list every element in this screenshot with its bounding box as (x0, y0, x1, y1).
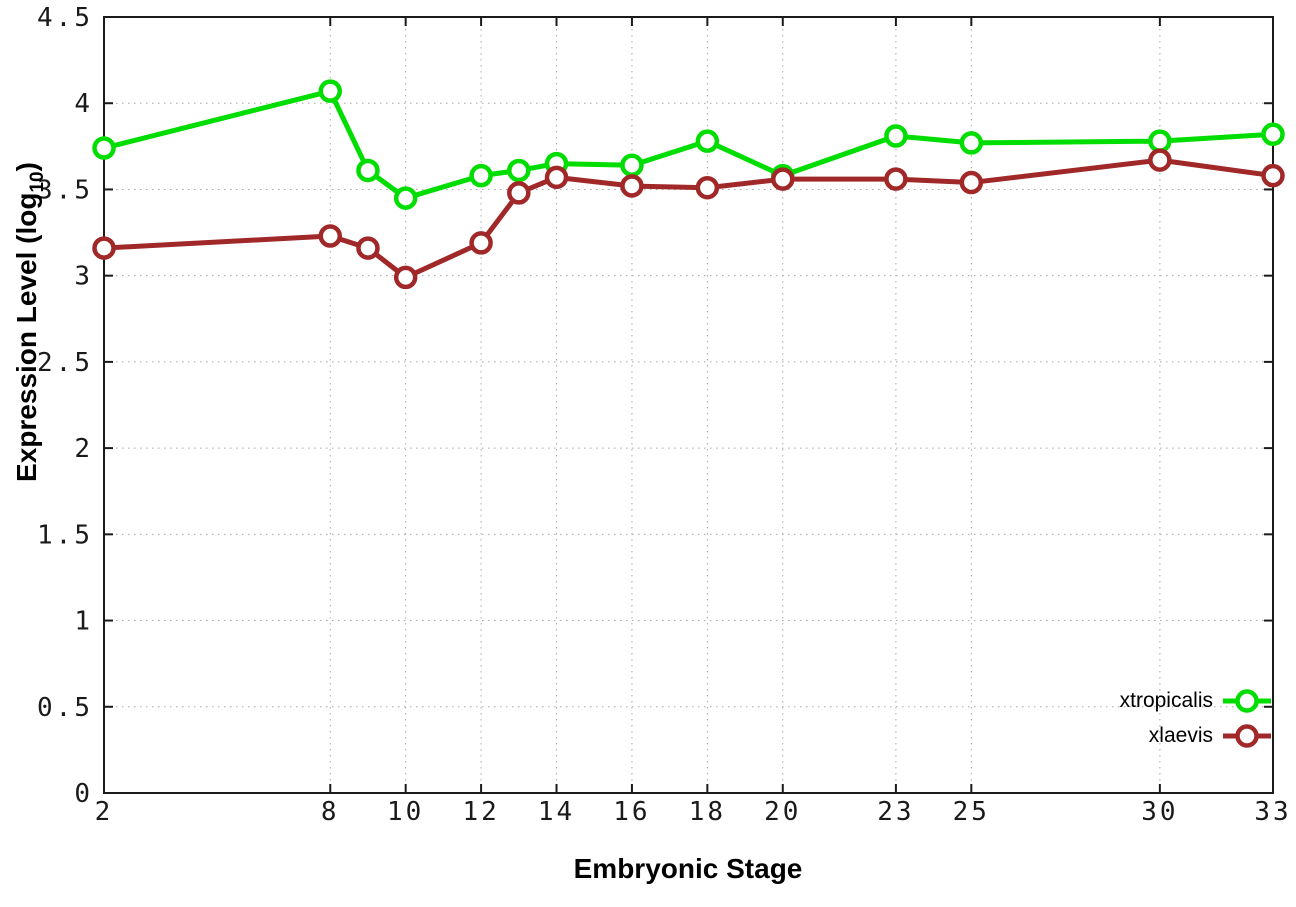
x-tick-label: 30 (1141, 797, 1178, 827)
data-point-xlaevis-stage-18 (695, 175, 720, 200)
legend-item-xtropicalis: xtropicalis (1120, 685, 1272, 716)
y-tick-label: 3.5 (37, 175, 93, 205)
data-point-xtropicalis-stage-25 (959, 131, 984, 155)
x-tick-label: 33 (1254, 797, 1291, 827)
y-tick-label: 0 (74, 779, 93, 809)
data-point-xtropicalis-stage-23 (884, 124, 908, 148)
data-point-xtropicalis-stage-8 (318, 79, 343, 103)
data-point-xlaevis-stage-20 (771, 167, 795, 191)
legend-sample-xlaevis-icon (1223, 723, 1271, 748)
x-tick-label: 2 (95, 797, 114, 827)
data-point-xlaevis-stage-33 (1261, 163, 1285, 188)
y-tick-label: 2.5 (37, 348, 93, 378)
y-tick-label: 4.5 (37, 3, 93, 33)
data-point-xlaevis-stage-14 (544, 165, 569, 190)
data-point-xlaevis-stage-12 (469, 231, 493, 255)
y-tick-label: 3 (74, 262, 93, 292)
x-tick-label: 20 (764, 797, 801, 827)
y-tick-label: 2 (74, 434, 93, 464)
y-axis-title-suffix: ) (11, 162, 42, 172)
data-point-xtropicalis-stage-9 (356, 158, 380, 183)
x-tick-label: 12 (462, 797, 499, 827)
x-tick-label: 18 (689, 797, 726, 827)
x-tick-label: 14 (538, 797, 575, 827)
data-point-xlaevis-stage-30 (1148, 148, 1172, 172)
legend-label-xlaevis: xlaevis (1148, 723, 1213, 747)
y-tick-label: 1.5 (37, 520, 93, 550)
plot-border (103, 16, 1274, 794)
data-point-xlaevis-stage-25 (959, 170, 984, 195)
data-point-xtropicalis-stage-16 (620, 153, 644, 178)
data-point-xlaevis-stage-10 (393, 265, 418, 290)
data-point-xlaevis-stage-2 (92, 236, 116, 260)
data-point-xlaevis-stage-16 (620, 174, 644, 198)
legend-item-xlaevis: xlaevis (1149, 720, 1272, 751)
legend-sample-xtropicalis-icon (1223, 688, 1271, 713)
x-axis-title: Embryonic Stage (573, 853, 803, 884)
x-tick-label: 8 (321, 797, 340, 827)
y-tick-label: 0.5 (37, 693, 93, 723)
data-point-xtropicalis-stage-33 (1261, 122, 1285, 147)
data-point-xlaevis-stage-8 (318, 224, 343, 248)
data-point-xtropicalis-stage-10 (393, 186, 418, 210)
data-point-xtropicalis-stage-2 (92, 136, 116, 160)
series-line-xtropicalis (103, 88, 1274, 201)
data-point-xtropicalis-stage-18 (695, 129, 720, 153)
y-axis-title: Expression Level (log10) (11, 162, 49, 482)
y-tick-label: 1 (74, 607, 93, 637)
x-tick-label: 10 (387, 797, 424, 827)
x-tick-label: 16 (613, 797, 650, 827)
data-point-xlaevis-stage-23 (884, 167, 908, 191)
series-line-xlaevis (103, 157, 1274, 280)
data-point-xlaevis-stage-13 (507, 181, 531, 205)
x-tick-label: 25 (953, 797, 990, 827)
data-point-xlaevis-stage-9 (356, 236, 380, 260)
x-tick-label: 23 (877, 797, 914, 827)
y-axis-title-subscript: 10 (27, 171, 48, 193)
y-tick-label: 4 (74, 89, 93, 119)
data-point-xtropicalis-stage-13 (507, 158, 531, 183)
y-axis-title-text: Expression Level (log (11, 192, 42, 482)
legend-label-xtropicalis: xtropicalis (1119, 688, 1213, 712)
legend: xtropicalis xlaevis (1120, 685, 1272, 751)
data-point-xtropicalis-stage-12 (469, 163, 493, 188)
data-point-xtropicalis-stage-30 (1148, 129, 1172, 153)
